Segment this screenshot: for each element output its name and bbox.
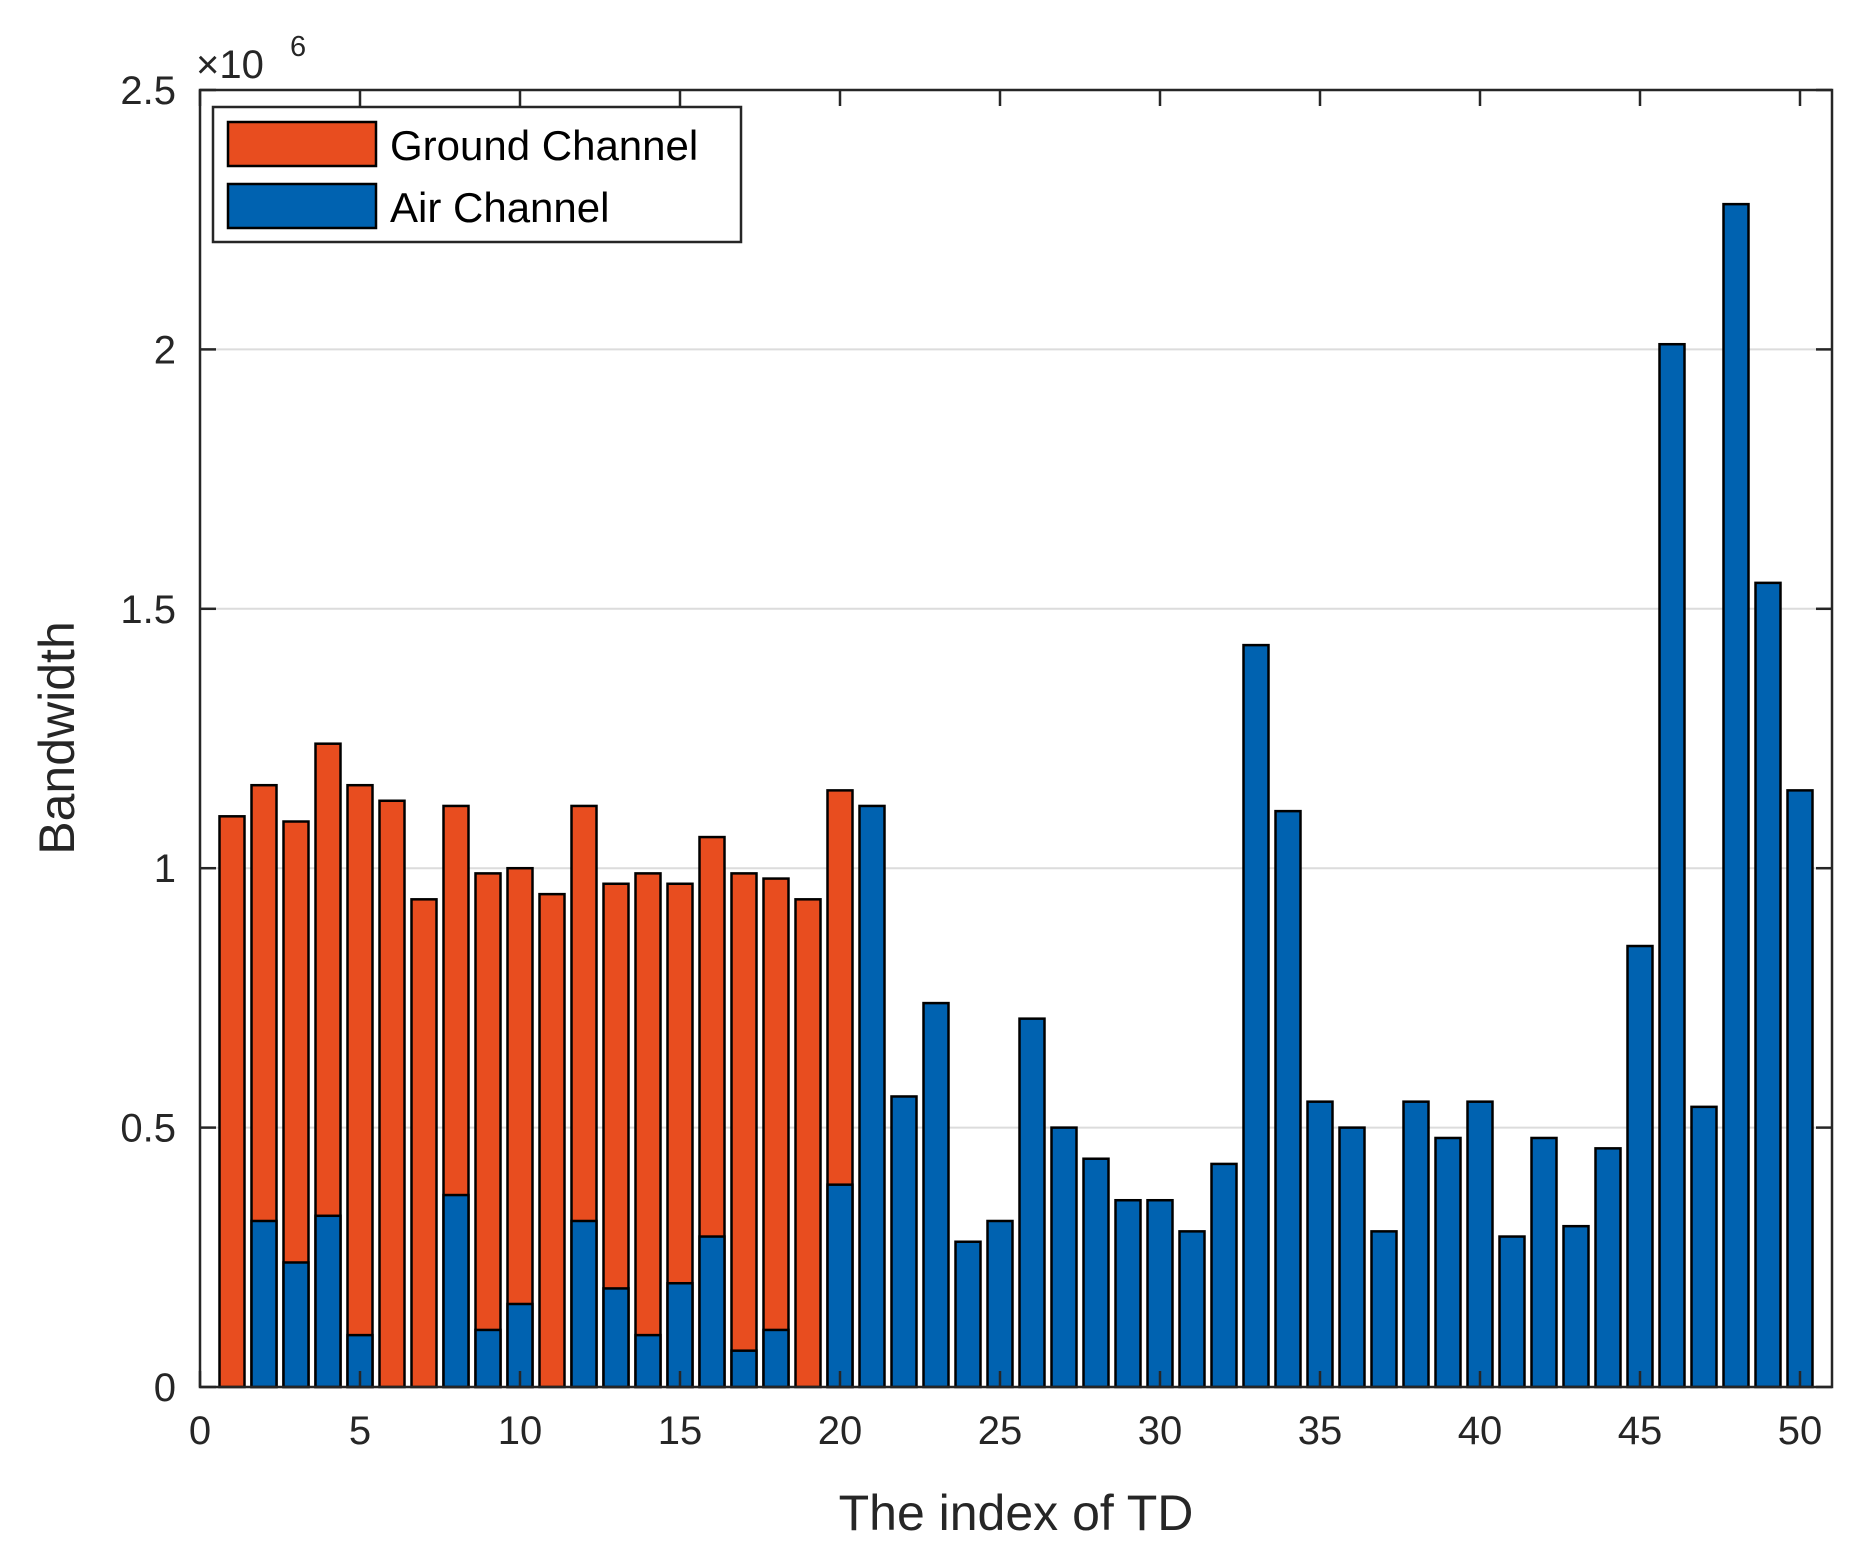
bar-ground-channel-6 (378, 799, 406, 1389)
bar-ground-channel-5 (346, 783, 374, 1389)
bar-air-channel-2 (250, 1219, 278, 1389)
bar-air-channel-29 (1114, 1198, 1142, 1389)
bar-air-channel-24 (954, 1240, 982, 1389)
y-tick-label-2: 1 (154, 847, 176, 891)
y-tick-label-0: 0 (154, 1366, 176, 1410)
bar-air-channel-43 (1562, 1224, 1590, 1389)
bar-air-channel-48 (1722, 202, 1750, 1389)
bar-air-channel-49 (1754, 581, 1782, 1389)
bar-air-channel-20 (826, 1183, 854, 1389)
bar-air-channel-16 (698, 1235, 726, 1389)
legend-label-air-channel: Air Channel (390, 184, 609, 231)
axes-frame (198, 88, 1834, 1389)
y-exponent-power: 6 (290, 31, 306, 63)
bar-air-channel-8 (442, 1193, 470, 1389)
bar-ground-channel-7 (410, 898, 438, 1389)
axis-ticks (198, 88, 1832, 1389)
x-tick-label-9: 45 (1618, 1409, 1663, 1453)
bar-air-channel-35 (1306, 1100, 1334, 1389)
y-tick-labels: 0 0.5 1 1.5 2 2.5 (120, 69, 176, 1410)
bar-air-channel-21 (858, 804, 886, 1389)
bar-air-channel-40 (1466, 1100, 1494, 1389)
bar-air-channel-41 (1498, 1235, 1526, 1389)
x-tick-labels: 0 5 10 15 20 25 30 35 40 45 50 (189, 1409, 1822, 1453)
y-exponent-base: ×10 (196, 43, 264, 87)
bar-air-channel-14 (634, 1333, 662, 1389)
bar-air-channel-34 (1274, 809, 1302, 1389)
bar-air-channel-13 (602, 1287, 630, 1389)
x-tick-label-4: 20 (818, 1409, 863, 1453)
bar-air-channel-46 (1658, 342, 1686, 1389)
x-tick-label-5: 25 (978, 1409, 1023, 1453)
legend: Ground Channel Air Channel (211, 105, 743, 244)
x-tick-label-6: 30 (1138, 1409, 1183, 1453)
bar-air-channel-28 (1082, 1157, 1110, 1389)
bar-air-channel-44 (1594, 1147, 1622, 1389)
bar-ground-channel-11 (538, 892, 566, 1389)
legend-swatch-air-channel (226, 182, 378, 230)
legend-swatch-ground-channel (226, 120, 378, 168)
bar-ground-channel-17 (730, 872, 758, 1389)
bar-air-channel-25 (986, 1219, 1014, 1389)
bar-air-channel-10 (506, 1302, 534, 1389)
bar-air-channel-50 (1786, 789, 1814, 1389)
y-tick-label-1: 0.5 (120, 1107, 176, 1151)
x-tick-label-1: 5 (349, 1409, 371, 1453)
bar-air-channel-31 (1178, 1230, 1206, 1389)
y-tick-label-5: 2.5 (120, 69, 176, 113)
x-tick-label-0: 0 (189, 1409, 211, 1453)
bar-air-channel-18 (762, 1328, 790, 1389)
x-tick-label-3: 15 (658, 1409, 703, 1453)
bar-air-channel-42 (1530, 1136, 1558, 1389)
bar-air-channel-37 (1370, 1230, 1398, 1389)
bars (218, 202, 1814, 1389)
bar-ground-channel-19 (794, 898, 822, 1389)
x-tick-label-8: 40 (1458, 1409, 1503, 1453)
y-exponent-label: ×10 6 (196, 31, 306, 87)
bar-air-channel-4 (314, 1214, 342, 1389)
bar-air-channel-39 (1434, 1136, 1462, 1389)
bar-air-channel-33 (1242, 643, 1270, 1389)
bar-air-channel-15 (666, 1281, 694, 1389)
bar-air-channel-38 (1402, 1100, 1430, 1389)
bar-ground-channel-10 (506, 866, 534, 1389)
bar-ground-channel-9 (474, 872, 502, 1389)
grid-lines (200, 348, 1832, 1129)
bar-air-channel-32 (1210, 1162, 1238, 1389)
x-axis-label: The index of TD (839, 1485, 1194, 1541)
bar-air-channel-23 (922, 1001, 950, 1389)
bar-air-channel-9 (474, 1328, 502, 1389)
bar-air-channel-26 (1018, 1017, 1046, 1389)
x-tick-label-2: 10 (498, 1409, 543, 1453)
y-tick-label-4: 2 (154, 328, 176, 372)
bar-air-channel-36 (1338, 1126, 1366, 1389)
bar-air-channel-12 (570, 1219, 598, 1389)
bar-air-channel-47 (1690, 1105, 1718, 1389)
x-tick-label-10: 50 (1778, 1409, 1823, 1453)
bar-ground-channel-1 (218, 815, 246, 1389)
bar-ground-channel-14 (634, 872, 662, 1389)
bar-air-channel-3 (282, 1261, 310, 1389)
bar-air-channel-22 (890, 1095, 918, 1389)
y-axis-label: Bandwidth (29, 621, 85, 855)
y-tick-label-3: 1.5 (120, 588, 176, 632)
bar-air-channel-30 (1146, 1198, 1174, 1389)
legend-label-ground-channel: Ground Channel (390, 122, 698, 169)
bar-air-channel-27 (1050, 1126, 1078, 1389)
bar-air-channel-45 (1626, 944, 1654, 1389)
x-tick-label-7: 35 (1298, 1409, 1343, 1453)
bar-ground-channel-18 (762, 877, 790, 1389)
bar-air-channel-17 (730, 1349, 758, 1389)
